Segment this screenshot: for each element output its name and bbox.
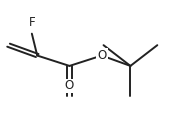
Text: O: O <box>65 79 74 92</box>
Text: O: O <box>97 49 106 62</box>
Text: F: F <box>29 16 35 29</box>
